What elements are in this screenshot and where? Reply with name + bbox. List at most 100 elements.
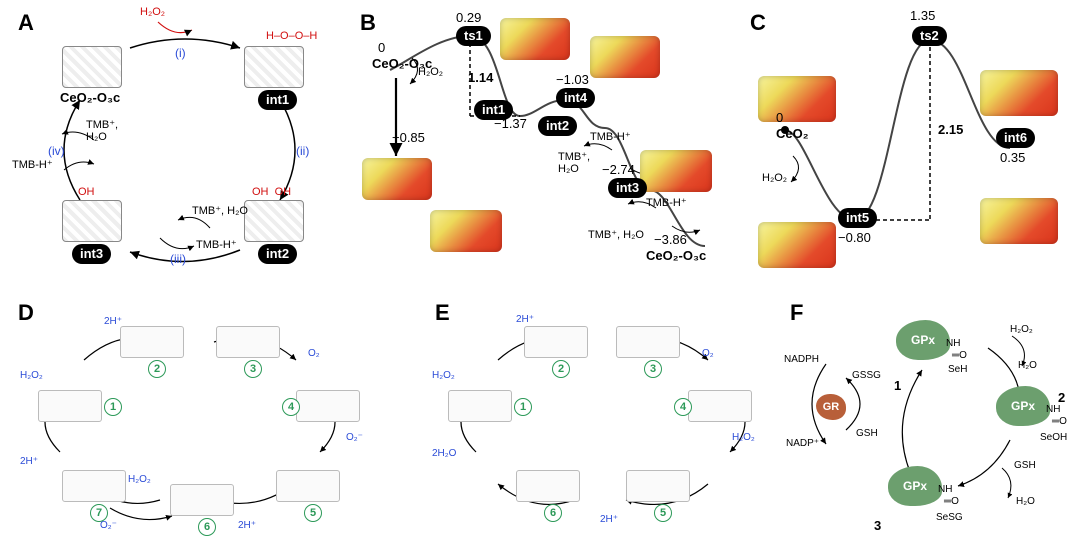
panel-b-tmbplus-2: TMB⁺, H₂O xyxy=(588,228,644,241)
panel-b-int3-pill: int3 xyxy=(608,178,647,198)
panel-f-h2o-a: H₂O xyxy=(1018,360,1037,371)
panel-e-mol-2 xyxy=(524,326,588,358)
panel-f-num-3: 3 xyxy=(874,518,881,533)
panel-b-int2-pill: int2 xyxy=(538,116,577,136)
panel-a-h2o-text: H₂O xyxy=(86,131,107,143)
panel-f-frag1-o: ═O xyxy=(952,350,967,361)
panel-label-b: B xyxy=(360,10,376,36)
panel-d-2hplus-b: 2H⁺ xyxy=(20,456,38,467)
panel-c-start-label: CeO₂ xyxy=(776,126,809,141)
panel-c-cluster-int5 xyxy=(758,222,836,268)
panel-a-tmb-h-b: TMB-H⁺ xyxy=(12,158,53,171)
panel-f-gpx-2: GPx xyxy=(996,386,1050,426)
panel-d-mol-4 xyxy=(296,390,360,422)
panel-e-num-4: 4 xyxy=(674,398,692,416)
panel-e-num-5: 5 xyxy=(654,504,672,522)
panel-b-cluster-ts1 xyxy=(500,18,570,60)
panel-e-mol-4 xyxy=(688,390,752,422)
panel-e-num-3: 3 xyxy=(644,360,662,378)
panel-f-nadp: NADP⁺ xyxy=(786,438,819,449)
panel-e-mol-6 xyxy=(516,470,580,502)
panel-e-h2o2-b: H₂O₂ xyxy=(732,432,755,443)
panel-a-int3-pill: int3 xyxy=(72,244,111,264)
panel-b-cluster-int4 xyxy=(590,36,660,78)
panel-f-gr: GR xyxy=(816,394,846,420)
panel-c-int5-pill: int5 xyxy=(838,208,877,228)
panel-a-roman-iv: (iv) xyxy=(48,144,65,158)
panel-a-roman-iii: (iii) xyxy=(170,252,186,266)
panel-d-num-4: 4 xyxy=(282,398,300,416)
panel-a-struct-int2 xyxy=(244,200,304,242)
panel-d-2hplus: 2H⁺ xyxy=(104,316,122,327)
panel-d-num-3: 3 xyxy=(244,360,262,378)
panel-f-nadph: NADPH xyxy=(784,354,819,365)
panel-d-h2o2-in: H₂O₂ xyxy=(20,370,43,381)
panel-d-mol-3 xyxy=(216,326,280,358)
panel-a-oh-oh: OH OH xyxy=(252,186,291,198)
panel-f-frag3-nh: NH xyxy=(938,484,952,495)
panel-c-cluster-extra xyxy=(980,198,1058,244)
panel-label-e: E xyxy=(435,300,450,326)
panel-f-frag2-seoh: SeOH xyxy=(1040,432,1067,443)
panel-a-ooh: H–O–O–H xyxy=(266,30,317,42)
panel-b-tmbh-2: TMB-H⁺ xyxy=(646,196,687,209)
panel-a-oh: OH xyxy=(78,186,95,198)
panel-d-o2minus-b: O₂⁻ xyxy=(100,520,117,531)
panel-d-mol-2 xyxy=(120,326,184,358)
panel-e-mol-1 xyxy=(448,390,512,422)
panel-d-mol-5 xyxy=(276,470,340,502)
panel-d-mol-6 xyxy=(170,484,234,516)
panel-f-gpx-3: GPx xyxy=(888,466,942,506)
panel-f-frag1-nh: NH xyxy=(946,338,960,349)
panel-c-h2o2: H₂O₂ xyxy=(762,172,787,184)
figure-root: A CeO₂-O₃c H₂O₂ (i) (ii) (iii) (iv) int1… xyxy=(0,0,1080,555)
panel-b-cluster-int1 xyxy=(362,158,432,200)
panel-d-num-1: 1 xyxy=(104,398,122,416)
panel-a-tmb-plus-text: TMB⁺, xyxy=(86,119,118,131)
panel-b-tmbh-1: TMB-H⁺ xyxy=(590,130,631,143)
panel-label-d: D xyxy=(18,300,34,326)
panel-d-o2-out: O₂ xyxy=(308,348,320,359)
panel-f-frag2-nh: NH xyxy=(1046,404,1060,415)
panel-c-energy-int5: −0.80 xyxy=(838,230,871,245)
panel-b-energy-ts1: 0.29 xyxy=(456,10,481,25)
panel-label-f: F xyxy=(790,300,803,326)
panel-c-int6-pill: int6 xyxy=(996,128,1035,148)
panel-label-a: A xyxy=(18,10,34,36)
panel-e-o2: O₂ xyxy=(702,348,714,359)
panel-d-2hplus-c: 2H⁺ xyxy=(238,520,256,531)
panel-f-frag3-sesg: SeSG xyxy=(936,512,963,523)
panel-c-barrier2: 2.15 xyxy=(938,122,963,137)
panel-b-energy-final: −3.86 xyxy=(654,232,687,247)
panel-b-int4-pill: int4 xyxy=(556,88,595,108)
panel-c-cluster-int6 xyxy=(980,70,1058,116)
panel-f-num-2: 2 xyxy=(1058,390,1065,405)
panel-a-tmb-plus-b: TMB⁺, H₂O xyxy=(86,118,118,143)
panel-f-gssg: GSSG xyxy=(852,370,881,381)
panel-d-mol-7 xyxy=(62,470,126,502)
panel-b-barrier1: 1.14 xyxy=(468,70,493,85)
panel-b-energy-int1: −0.85 xyxy=(392,130,425,145)
panel-e-cycle xyxy=(420,300,760,550)
panel-a-roman-ii: (ii) xyxy=(296,144,309,158)
panel-a-start-species: CeO₂-O₃c xyxy=(60,90,120,105)
panel-d-mol-1 xyxy=(38,390,102,422)
panel-a-struct-int1 xyxy=(244,46,304,88)
panel-b-cluster-int2 xyxy=(430,210,502,252)
panel-f-frag3-o: ═O xyxy=(944,496,959,507)
panel-a-int2-pill: int2 xyxy=(258,244,297,264)
panel-b-final-label: CeO₂-O₃c xyxy=(646,248,706,263)
panel-a-roman-i: (i) xyxy=(175,46,186,60)
panel-c-ts2-pill: ts2 xyxy=(912,26,947,46)
panel-b-energy-start: 0 xyxy=(378,40,385,55)
panel-b-h2o2: H₂O₂ xyxy=(418,66,443,78)
panel-f-h2o2: H₂O₂ xyxy=(1010,324,1033,335)
panel-d-o2minus: O₂⁻ xyxy=(346,432,363,443)
panel-a-int1-pill: int1 xyxy=(258,90,297,110)
panel-e-num-2: 2 xyxy=(552,360,570,378)
panel-f-gsh: GSH xyxy=(856,428,878,439)
panel-c-energy-start: 0 xyxy=(776,110,783,125)
panel-e-2hplus-b: 2H⁺ xyxy=(600,514,618,525)
panel-e-2hplus: 2H⁺ xyxy=(516,314,534,325)
panel-a-h2o2: H₂O₂ xyxy=(140,6,165,18)
